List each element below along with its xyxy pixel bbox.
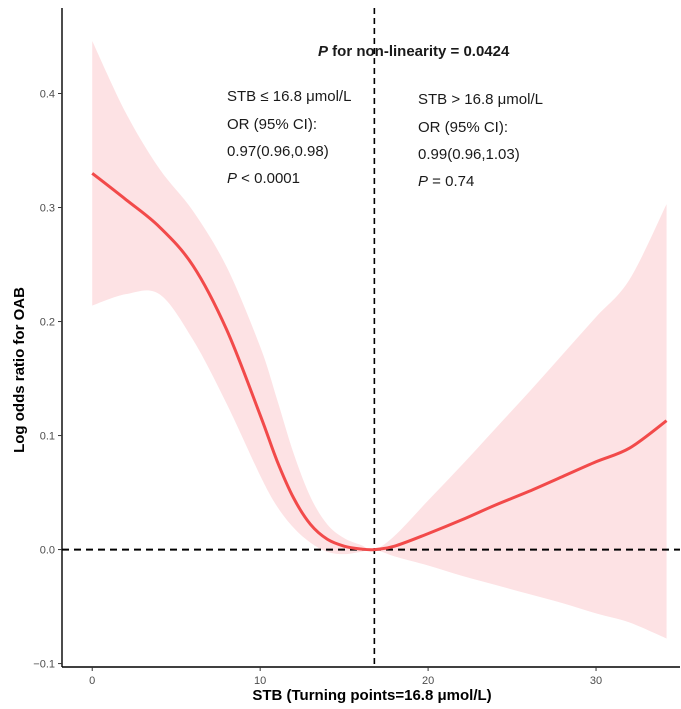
x-tick-label: 20: [422, 675, 434, 687]
x-tick-label: 0: [89, 675, 95, 687]
y-tick-label: −0.1: [33, 659, 55, 671]
axes: 0 10 20 30 −0.1 0.0 0.1 0.2 0.3 0.4: [33, 8, 680, 687]
nonlinearity-annotation: P for non-linearity = 0.0424: [318, 43, 510, 60]
y-tick-label: 0.2: [40, 317, 55, 329]
plot-area: [62, 8, 680, 667]
x-ticks: 0 10 20 30: [89, 667, 602, 687]
nonlinearity-text: for non-linearity = 0.0424: [328, 43, 510, 60]
right-or-value: 0.99(0.96,1.03): [418, 146, 520, 163]
right-segment-annotation: STB > 16.8 μmol/L OR (95% CI): 0.99(0.96…: [418, 91, 543, 190]
y-ticks: −0.1 0.0 0.1 0.2 0.3 0.4: [33, 89, 62, 671]
y-axis-title: Log odds ratio for OAB: [11, 287, 28, 453]
x-tick-label: 30: [590, 675, 602, 687]
left-or-value: 0.97(0.96,0.98): [227, 143, 329, 160]
right-range: STB > 16.8 μmol/L: [418, 91, 543, 108]
left-range: STB ≤ 16.8 μmol/L: [227, 88, 351, 105]
confidence-band: [92, 41, 667, 639]
y-tick-label: 0.0: [40, 545, 55, 557]
left-segment-annotation: STB ≤ 16.8 μmol/L OR (95% CI): 0.97(0.96…: [227, 88, 351, 187]
right-or-label: OR (95% CI):: [418, 119, 508, 136]
y-tick-label: 0.3: [40, 203, 55, 215]
fitted-curve: [91, 172, 668, 552]
left-p-value: P < 0.0001: [227, 170, 300, 187]
y-tick-label: 0.4: [40, 89, 55, 101]
x-axis-title: STB (Turning points=16.8 μmol/L): [252, 687, 491, 704]
y-tick-label: 0.1: [40, 431, 55, 443]
left-or-label: OR (95% CI):: [227, 116, 317, 133]
x-tick-label: 10: [254, 675, 266, 687]
right-p-value: P = 0.74: [418, 173, 474, 190]
nonlinearity-p: P: [318, 43, 329, 60]
